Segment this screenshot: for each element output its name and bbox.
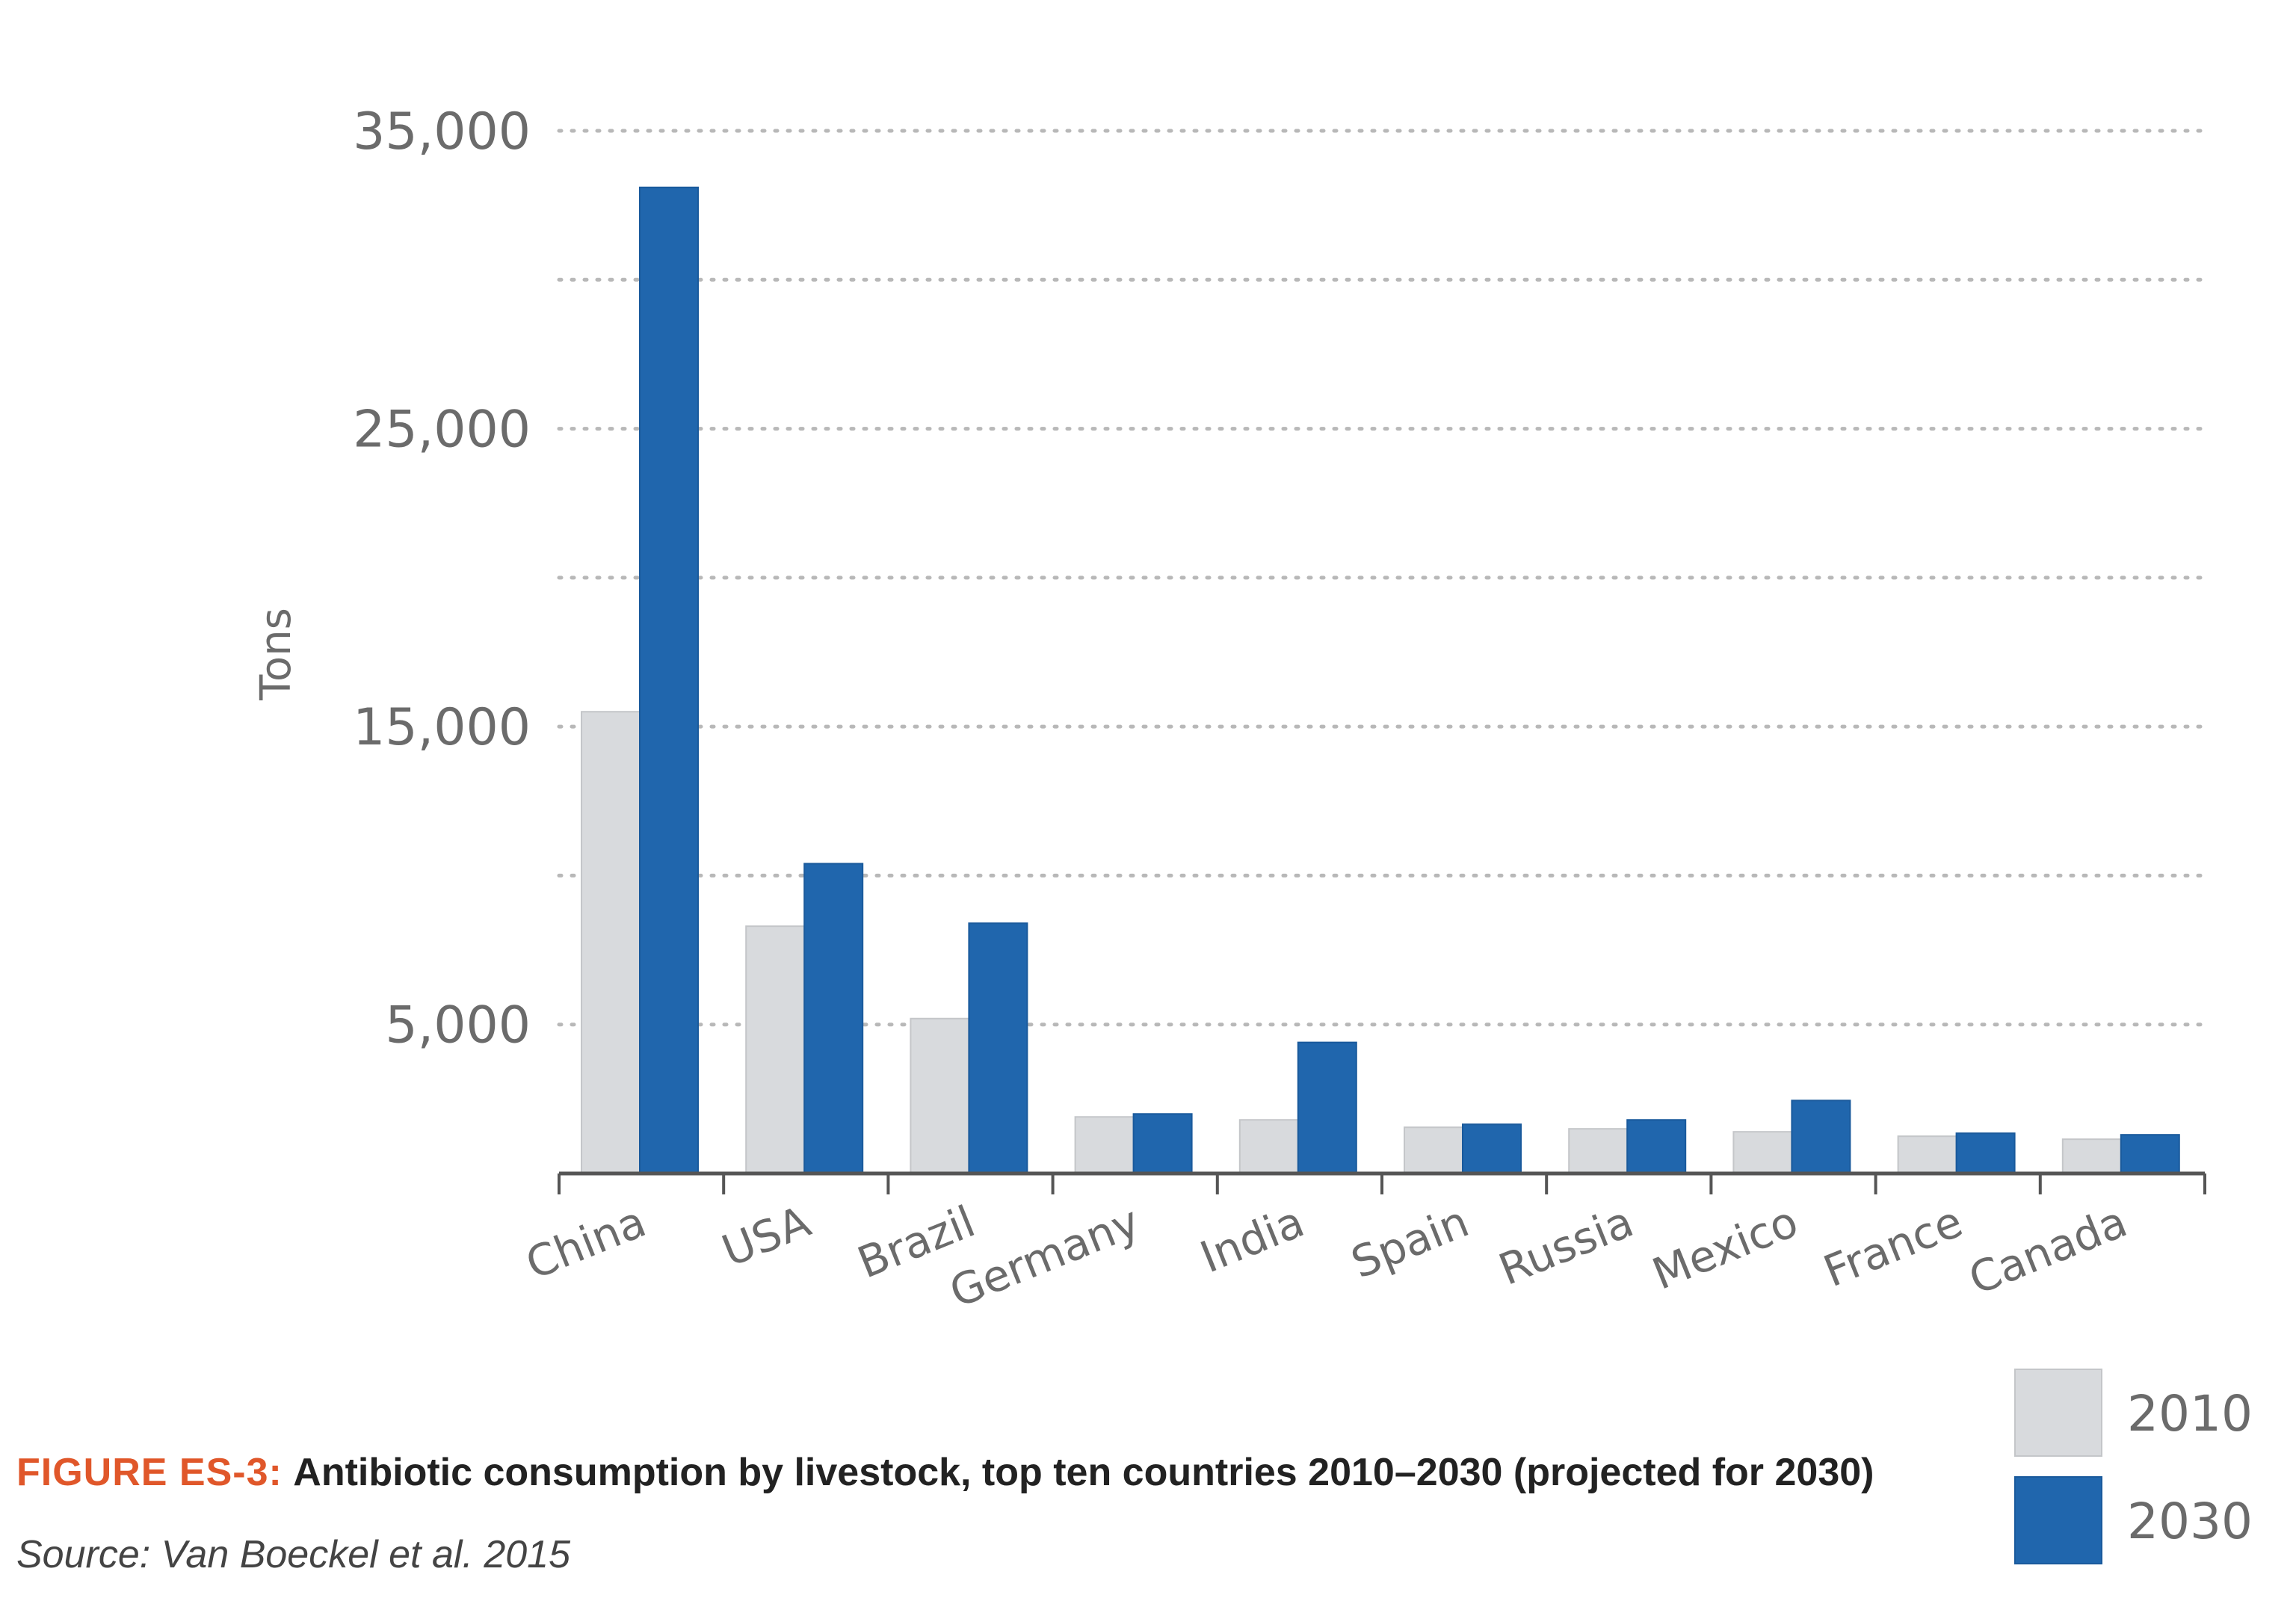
legend: 2010 2030 (2014, 1369, 2253, 1564)
bar-brazil-2030 (968, 922, 1028, 1174)
legend-swatch (2014, 1476, 2102, 1564)
bar-canada-2010 (2061, 1138, 2122, 1175)
figure-caption-text: Antibiotic consumption by livestock, top… (293, 1451, 1874, 1494)
bar-russia-2010 (1568, 1128, 1629, 1174)
legend-label: 2030 (2127, 1493, 2253, 1550)
figure-caption: FIGURE ES-3: Antibiotic consumption by l… (16, 1450, 1975, 1495)
bar-russia-2030 (1626, 1119, 1687, 1175)
bar-germany-2010 (1074, 1116, 1135, 1175)
bar-canada-2030 (2120, 1134, 2180, 1174)
x-tick-label: China (519, 1196, 652, 1289)
y-axis-ticks: 5,000 15,000 25,000 35,000 (353, 102, 531, 1055)
x-tick-label: Russia (1492, 1196, 1640, 1295)
y-tick-label: 35,000 (353, 102, 531, 161)
bar-india-2030 (1297, 1041, 1357, 1174)
source-note: Source: Van Boeckel et al. 2015 (16, 1533, 570, 1576)
bar-mexico-2030 (1791, 1099, 1851, 1174)
gridlines (557, 129, 2207, 1027)
bar-brazil-2010 (910, 1017, 970, 1174)
y-axis-title: Tons (252, 608, 300, 701)
y-tick-label: 25,000 (353, 401, 531, 460)
legend-swatch (2014, 1369, 2102, 1457)
legend-label: 2010 (2127, 1385, 2253, 1443)
bar-france-2010 (1897, 1135, 1957, 1175)
bar-china-2030 (639, 186, 699, 1175)
bar-spain-2030 (1462, 1123, 1522, 1174)
bar-india-2010 (1238, 1119, 1299, 1175)
bar-usa-2030 (803, 863, 864, 1174)
y-tick-label: 15,000 (353, 698, 531, 757)
bar-france-2030 (1955, 1132, 2016, 1175)
bar-usa-2010 (745, 925, 806, 1174)
x-tick-label: Spain (1345, 1196, 1476, 1289)
bars (581, 186, 2180, 1175)
y-tick-label: 5,000 (385, 996, 531, 1055)
figure-label: FIGURE ES-3: (16, 1451, 283, 1494)
bar-china-2010 (581, 711, 641, 1174)
x-tick-label: France (1817, 1196, 1969, 1297)
bar-germany-2030 (1132, 1113, 1193, 1175)
x-tick-label: USA (715, 1196, 818, 1277)
bar-spain-2010 (1404, 1126, 1463, 1175)
x-tick-label: Germany (942, 1196, 1147, 1318)
x-tick-label: Canada (1962, 1196, 2134, 1305)
x-tick-label: India (1194, 1196, 1311, 1283)
bar-mexico-2010 (1732, 1131, 1793, 1174)
x-tick-label: Mexico (1645, 1196, 1804, 1300)
x-axis (558, 1171, 2206, 1194)
